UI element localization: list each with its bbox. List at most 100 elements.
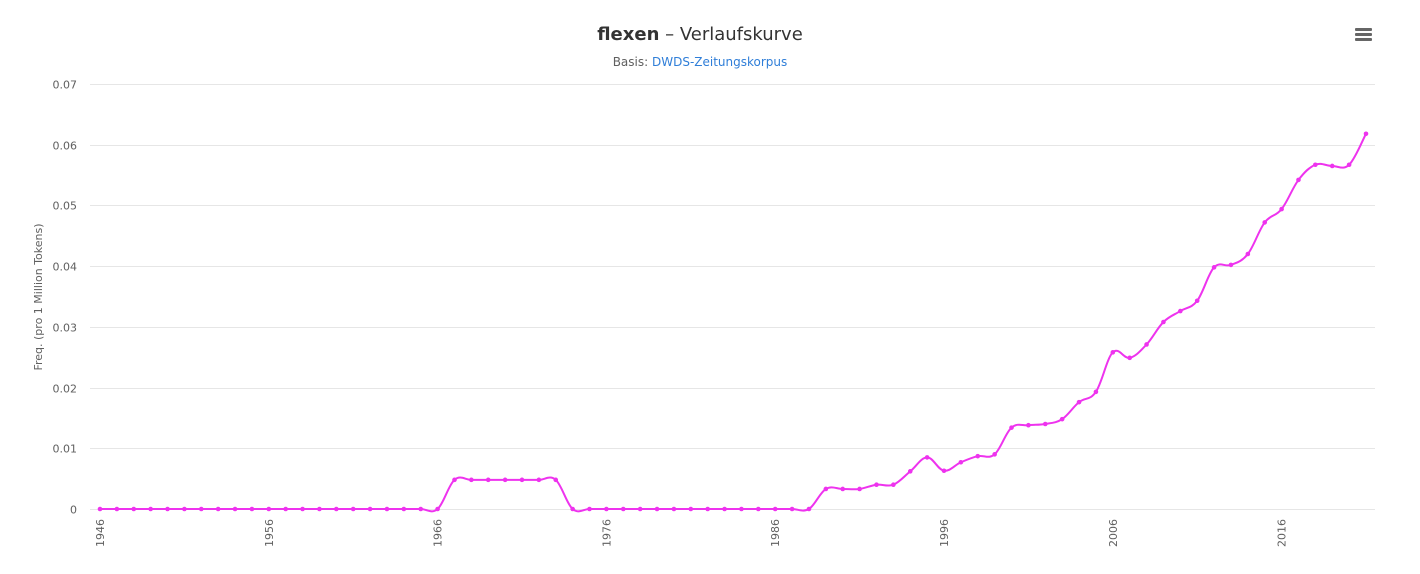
data-point (1009, 425, 1014, 430)
hamburger-menu-icon (1355, 28, 1372, 41)
data-point (1144, 342, 1149, 347)
data-point (1313, 162, 1318, 168)
data-point (198, 506, 204, 512)
data-point (637, 506, 643, 512)
data-point (502, 477, 508, 483)
data-point (1245, 251, 1251, 257)
corpus-link[interactable]: DWDS-Zeitungskorpus (652, 55, 787, 69)
data-point (975, 453, 981, 459)
y-tick-label: 0.06 (53, 140, 78, 153)
data-point (1059, 416, 1065, 422)
data-point (654, 506, 660, 512)
x-axis-ticks: 1946 1956 1966 1976 1986 1996 2006 2016 (94, 519, 1289, 547)
y-tick-label: 0.02 (53, 383, 78, 396)
data-point (739, 506, 744, 512)
data-point (519, 477, 525, 483)
data-point (317, 506, 322, 512)
data-point (688, 506, 694, 512)
data-point (874, 482, 879, 488)
data-point (536, 477, 542, 483)
series-points (97, 131, 1369, 512)
data-point (97, 506, 103, 512)
data-point (350, 506, 356, 512)
data-point (722, 506, 727, 512)
data-point (620, 506, 626, 512)
x-tick-label: 2006 (1107, 519, 1120, 547)
data-point (1346, 162, 1352, 168)
y-tick-label: 0.04 (53, 261, 78, 274)
chart-title-word: flexen (597, 24, 659, 45)
data-point (367, 506, 373, 512)
data-point (249, 506, 255, 512)
y-tick-label: 0.05 (53, 200, 78, 213)
data-point (1178, 308, 1183, 314)
data-point (1329, 163, 1335, 169)
y-tick-label: 0.01 (53, 443, 78, 456)
series-flexen (99, 133, 1367, 513)
data-point (570, 506, 575, 512)
x-tick-label: 1956 (263, 519, 276, 547)
data-point (907, 469, 913, 474)
data-point (1127, 355, 1132, 361)
subtitle-prefix: Basis: (613, 55, 652, 69)
data-point (232, 506, 238, 512)
data-point (215, 506, 221, 512)
series-line (99, 133, 1367, 513)
data-point (300, 506, 305, 512)
data-point (435, 506, 440, 512)
data-point (671, 506, 677, 512)
data-point (1194, 298, 1200, 304)
data-point (334, 506, 339, 512)
data-point (1211, 265, 1217, 270)
data-point (756, 506, 761, 512)
data-point (553, 477, 559, 483)
grid-lines (90, 84, 1375, 510)
data-point (789, 506, 795, 512)
data-point (958, 459, 964, 465)
data-point (452, 477, 457, 483)
y-tick-label: 0.03 (53, 322, 78, 335)
x-tick-label: 1976 (600, 519, 613, 547)
data-point (857, 486, 862, 492)
data-point (1042, 421, 1048, 427)
data-point (1228, 262, 1234, 268)
data-point (418, 506, 424, 512)
data-point (1110, 350, 1116, 355)
data-point (1279, 206, 1284, 212)
data-point (131, 506, 137, 512)
x-tick-label: 2016 (1276, 519, 1289, 547)
data-point (992, 452, 997, 457)
data-point (772, 506, 778, 512)
data-point (401, 506, 407, 512)
chart-menu-button[interactable] (1351, 24, 1375, 46)
data-point (806, 506, 812, 512)
data-point (840, 486, 846, 492)
x-tick-label: 1966 (432, 519, 445, 547)
data-point (705, 506, 710, 512)
data-point (266, 506, 272, 512)
data-point (891, 482, 896, 488)
data-point (941, 468, 947, 474)
data-point (1093, 389, 1099, 395)
data-point (485, 477, 491, 483)
data-point (823, 486, 829, 492)
y-tick-label: 0 (70, 504, 77, 517)
y-axis-ticks: 0 0.01 0.02 0.03 0.04 0.05 0.06 0.07 (53, 79, 78, 517)
data-point (469, 477, 474, 483)
data-point (165, 506, 170, 512)
data-point (384, 506, 390, 512)
data-point (1363, 131, 1369, 137)
x-tick-label: 1996 (938, 519, 951, 547)
data-point (283, 506, 288, 512)
data-point (1076, 399, 1082, 405)
data-point (114, 506, 120, 512)
data-point (604, 506, 609, 512)
chart-title-rest: – Verlaufskurve (659, 24, 802, 45)
x-tick-label: 1986 (769, 519, 782, 547)
data-point (1161, 319, 1166, 325)
y-tick-label: 0.07 (53, 79, 78, 92)
y-axis-title: Freq. (pro 1 Million Tokens) (32, 223, 45, 370)
data-point (182, 506, 187, 512)
